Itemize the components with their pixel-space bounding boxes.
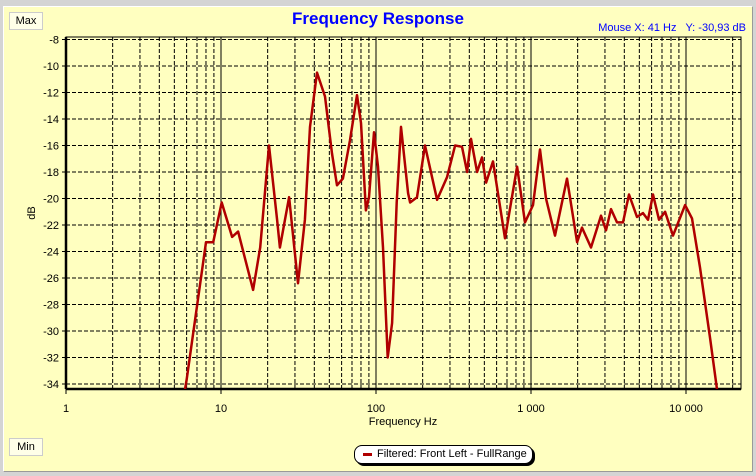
y-tick-label: -30 bbox=[43, 326, 59, 338]
y-tick-label: -22 bbox=[43, 220, 59, 232]
series-line-front-left bbox=[183, 71, 719, 389]
x-tick-label: 10 bbox=[215, 403, 227, 415]
legend-label: Filtered: Front Left - FullRange bbox=[377, 448, 527, 460]
x-tick-label: 100 bbox=[367, 403, 385, 415]
y-tick-label: -20 bbox=[43, 194, 59, 206]
mouse-readout: Mouse X: 41 Hz Y: -30,93 dB bbox=[598, 22, 746, 34]
legend-swatch bbox=[363, 452, 372, 456]
y-tick-label: -8 bbox=[49, 35, 59, 47]
y-tick-label: -10 bbox=[43, 61, 59, 73]
max-button[interactable]: Max bbox=[9, 12, 43, 30]
chart-title: Frequency Response bbox=[292, 9, 464, 28]
y-tick-label: -26 bbox=[43, 273, 59, 285]
y-tick-label: -14 bbox=[43, 114, 59, 126]
y-tick-label: -12 bbox=[43, 88, 59, 100]
y-tick-label: -18 bbox=[43, 167, 59, 179]
x-axis-label: Frequency Hz bbox=[369, 416, 437, 428]
y-tick-label: -28 bbox=[43, 300, 59, 312]
x-tick-label: 1 bbox=[63, 403, 69, 415]
x-tick-label: 1 000 bbox=[517, 403, 545, 415]
legend: Filtered: Front Left - FullRange bbox=[354, 445, 533, 464]
y-axis-label: dB bbox=[26, 206, 38, 219]
y-tick-label: -24 bbox=[43, 247, 59, 259]
y-tick-label: -34 bbox=[43, 379, 59, 391]
x-tick-label: 10 000 bbox=[669, 403, 703, 415]
y-tick-label: -16 bbox=[43, 141, 59, 153]
min-button[interactable]: Min bbox=[9, 438, 43, 456]
chart-panel bbox=[3, 6, 753, 472]
y-tick-label: -32 bbox=[43, 353, 59, 365]
